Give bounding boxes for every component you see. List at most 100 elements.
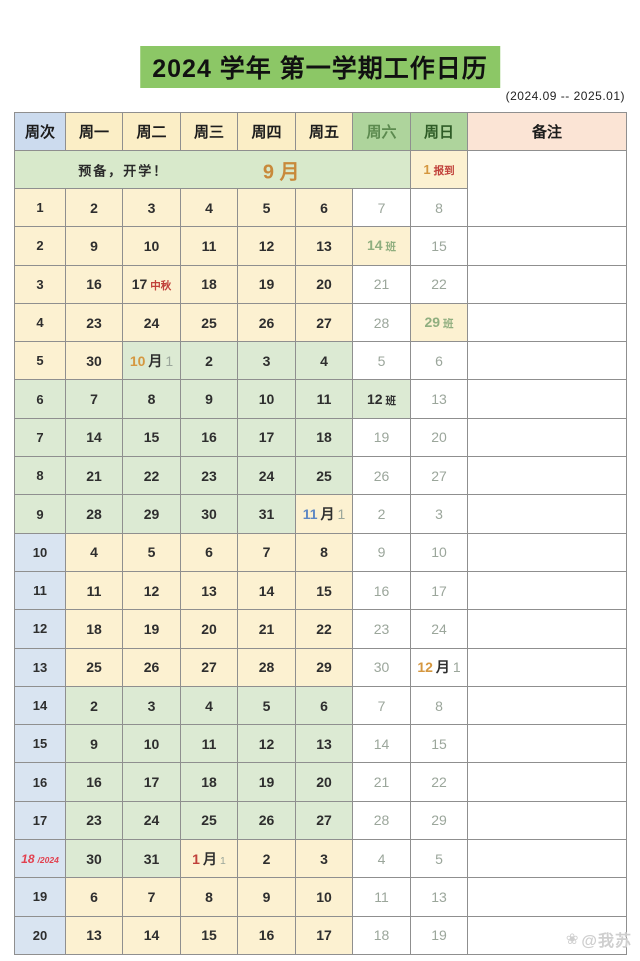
- day-cell: 10: [237, 379, 296, 419]
- day-cell: 14: [352, 724, 411, 764]
- day-cell: 7: [65, 379, 123, 419]
- header-sunday: 周日: [410, 112, 468, 151]
- day-cell: 9: [180, 379, 238, 419]
- remark-cell: [467, 456, 627, 496]
- week-number-cell: 17: [14, 800, 66, 841]
- day-cell: 30: [180, 494, 238, 534]
- day-cell: 12: [122, 570, 181, 611]
- week-number-cell: 9: [14, 494, 66, 534]
- day-cell: 24: [237, 456, 296, 496]
- day-cell: 3: [122, 187, 181, 228]
- calendar-row-6: 6 7 8 9 10 11 12 班 13: [14, 379, 627, 419]
- header-week: 周次: [14, 112, 66, 151]
- day-cell: 31: [237, 494, 296, 534]
- calendar-row-11: 11 11 12 13 14 15 16 17: [14, 570, 627, 611]
- flower-logo-icon: ❀: [565, 931, 580, 948]
- header-monday: 周一: [65, 112, 123, 151]
- day-cell: 8: [410, 685, 468, 726]
- day-cell: 8: [295, 532, 353, 572]
- week-number-cell: 15: [14, 724, 66, 764]
- day-cell: 2: [352, 494, 411, 534]
- day-cell: 11: [352, 877, 411, 917]
- remark-cell: [467, 570, 627, 611]
- calendar-row-13: 13 25 26 27 28 29 30 12 月 1: [14, 647, 627, 687]
- remark-cell: [467, 494, 627, 534]
- day-cell: 8: [122, 379, 181, 419]
- day-cell: 16: [237, 915, 296, 955]
- remark-cell: [467, 839, 627, 879]
- day-cell: 23: [352, 609, 411, 649]
- day-cell: 24: [410, 609, 468, 649]
- day-cell: 11: [295, 379, 353, 419]
- day-cell: 6: [180, 532, 238, 572]
- day-cell: 26: [237, 800, 296, 841]
- week-number-cell: 2: [14, 226, 66, 266]
- day-cell: 17: [237, 417, 296, 458]
- month-banner-cell: 预备，开学！ 9 月: [14, 150, 411, 189]
- day-cell: 13: [410, 877, 468, 917]
- day-cell: 14: [122, 915, 181, 955]
- day-cell: 23: [180, 456, 238, 496]
- day-cell: 11 月 1: [295, 494, 353, 534]
- day-cell: 6: [295, 685, 353, 726]
- remark-cell: [467, 762, 627, 802]
- day-cell: 17 中秋: [122, 264, 181, 304]
- day-cell: 28: [352, 302, 411, 343]
- calendar-row-8: 8 21 22 23 24 25 26 27: [14, 456, 627, 496]
- calendar-row-7: 7 14 15 16 17 18 19 20: [14, 417, 627, 458]
- remark-cell: [467, 532, 627, 572]
- day-cell: 29: [295, 647, 353, 687]
- day-cell: 6: [65, 877, 123, 917]
- day-cell: 15: [410, 226, 468, 266]
- banner-month: 9 月: [262, 161, 300, 183]
- day-cell: 14: [237, 570, 296, 611]
- day-cell: 10: [410, 532, 468, 572]
- calendar-row-20: 20 13 14 15 16 17 18 19: [14, 915, 627, 955]
- day-cell: 3: [122, 685, 181, 726]
- day-cell: 13: [65, 915, 123, 955]
- day-cell: 13: [295, 226, 353, 266]
- day-cell: 24: [122, 800, 181, 841]
- remark-cell: [467, 302, 627, 343]
- week-number-cell: 5: [14, 341, 66, 381]
- day-cell: 10 月 1: [122, 341, 181, 381]
- calendar-row-5: 5 30 10 月 1 2 3 4 5 6: [14, 341, 627, 381]
- day-cell: 31: [122, 839, 181, 879]
- day-cell: 26: [352, 456, 411, 496]
- header-friday: 周五: [295, 112, 353, 151]
- day-cell: 18: [352, 915, 411, 955]
- day-cell: 7: [237, 532, 296, 572]
- day-cell: 29: [410, 800, 468, 841]
- day-cell: 15: [410, 724, 468, 764]
- remark-cell: [467, 647, 627, 687]
- day-cell: 29: [122, 494, 181, 534]
- watermark-text: @我苏: [581, 933, 632, 950]
- day-cell: 17: [410, 570, 468, 611]
- day-cell: 12: [237, 724, 296, 764]
- day-cell: 5: [410, 839, 468, 879]
- day-cell: 27: [295, 302, 353, 343]
- day-cell: 15: [295, 570, 353, 611]
- day-cell: 12 月 1: [410, 647, 468, 687]
- remark-cell: [467, 379, 627, 419]
- remark-cell: [467, 149, 627, 228]
- day-cell: 28: [237, 647, 296, 687]
- day-cell: 11: [180, 226, 238, 266]
- header-wednesday: 周三: [180, 112, 238, 151]
- day-cell: 22: [122, 456, 181, 496]
- day-cell: 16: [65, 264, 123, 304]
- week-number-cell: 6: [14, 379, 66, 419]
- day-cell: 20: [180, 609, 238, 649]
- day-cell: 18: [180, 264, 238, 304]
- day-cell: 17: [295, 915, 353, 955]
- week-number-cell: 7: [14, 417, 66, 458]
- day-cell: 9: [65, 226, 123, 266]
- day-cell: 23: [65, 800, 123, 841]
- day-cell: 5: [122, 532, 181, 572]
- day-cell: 4: [180, 187, 238, 228]
- day-cell: 11: [180, 724, 238, 764]
- week-number-cell: 8: [14, 456, 66, 496]
- day-cell: 8: [410, 187, 468, 228]
